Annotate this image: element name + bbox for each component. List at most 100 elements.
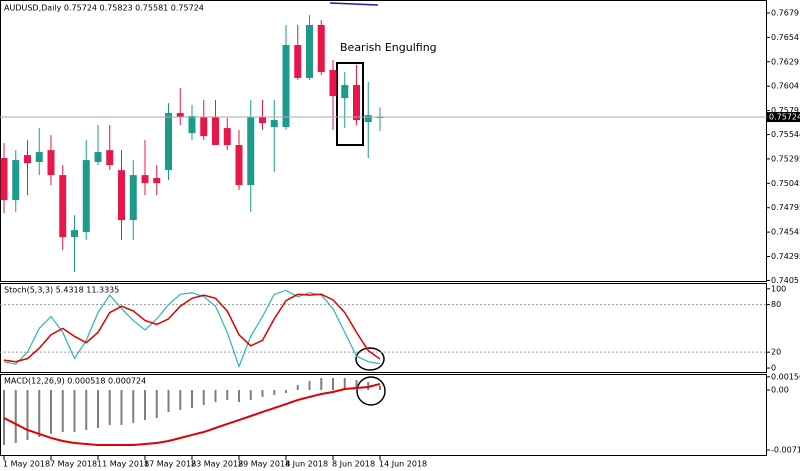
candle-body bbox=[94, 152, 102, 163]
y-tick-label: 0.74795 bbox=[771, 203, 800, 212]
histogram-bar bbox=[191, 390, 193, 409]
histogram-bar bbox=[14, 390, 17, 444]
price-label: 0.75724 bbox=[769, 113, 800, 122]
y-tick-label: 0.7604 bbox=[771, 82, 799, 91]
candle-body bbox=[24, 155, 31, 164]
histogram-bar bbox=[73, 390, 76, 433]
candle-body bbox=[129, 175, 137, 221]
y-tick-label: 0.7654 bbox=[771, 33, 799, 42]
histogram-bar bbox=[343, 378, 346, 391]
y-tick-label: 0.7629 bbox=[771, 57, 799, 66]
histogram-bar bbox=[108, 390, 111, 425]
y-tick-label: 0.00 bbox=[771, 386, 789, 395]
y-tick-label: 0.7679 bbox=[771, 8, 799, 17]
y-tick-label: 20 bbox=[771, 348, 781, 357]
histogram-bar bbox=[285, 390, 287, 394]
candle-body bbox=[306, 24, 313, 78]
candle-body bbox=[341, 85, 349, 99]
candle-body bbox=[188, 116, 196, 134]
x-tick-label: 1 May 2018 bbox=[3, 460, 50, 469]
y-tick-label: 100 bbox=[771, 284, 786, 293]
histogram-bar bbox=[249, 390, 252, 400]
candle-body bbox=[282, 44, 290, 128]
x-tick-label: 11 May 2018 bbox=[97, 460, 149, 469]
candle-body bbox=[353, 85, 360, 121]
macd-panel-frame bbox=[0, 374, 767, 456]
histogram-bar bbox=[85, 390, 88, 431]
histogram-bar bbox=[320, 378, 323, 391]
x-tick-label: 23 May 2018 bbox=[191, 460, 243, 469]
histogram-bar bbox=[3, 390, 5, 446]
macd-circle bbox=[356, 376, 386, 406]
candle-body bbox=[235, 145, 243, 186]
candle-body bbox=[200, 117, 208, 137]
candle-body bbox=[294, 44, 302, 78]
histogram-bar bbox=[155, 390, 158, 419]
candle-body bbox=[212, 117, 219, 146]
candle-body bbox=[364, 115, 372, 123]
y-tick-label: 0 bbox=[771, 364, 776, 373]
candle-body bbox=[118, 170, 125, 221]
x-tick-label: 4 Jun 2018 bbox=[285, 460, 328, 469]
y-tick-label: 0.75295 bbox=[771, 154, 800, 163]
trend-line bbox=[329, 2, 379, 6]
histogram-bar bbox=[238, 390, 240, 402]
histogram-bar bbox=[226, 390, 229, 400]
histogram-bar bbox=[120, 390, 123, 425]
stoch-panel-frame bbox=[0, 283, 767, 373]
candle-body bbox=[12, 160, 20, 201]
histogram-bar bbox=[61, 390, 64, 433]
histogram-bar bbox=[132, 390, 135, 423]
price-label-box bbox=[767, 112, 800, 123]
x-tick-label: 17 May 2018 bbox=[144, 460, 196, 469]
y-tick-label: 0.7405 bbox=[771, 276, 799, 285]
indicator-line bbox=[3, 293, 381, 363]
pattern-box bbox=[336, 62, 364, 146]
main-panel-frame bbox=[0, 0, 767, 282]
histogram-bar bbox=[379, 385, 381, 391]
candle-body bbox=[82, 160, 90, 233]
histogram-bar bbox=[50, 390, 52, 434]
histogram-bar bbox=[308, 381, 311, 391]
x-tick-label: 8 Jun 2018 bbox=[332, 460, 375, 469]
candle-body bbox=[0, 158, 8, 201]
x-tick-label: 14 Jun 2018 bbox=[379, 460, 427, 469]
candle-body bbox=[106, 150, 114, 166]
histogram-bar bbox=[261, 390, 264, 397]
histogram-bar bbox=[355, 380, 358, 391]
candle-body bbox=[247, 117, 255, 186]
histogram-bar bbox=[296, 384, 299, 391]
stoch-title: Stoch(5,3,3) 5.4318 11.3335 bbox=[4, 286, 119, 295]
candle-body bbox=[153, 178, 161, 184]
y-tick-label: 0.75544 bbox=[771, 130, 800, 139]
y-tick-label: 80 bbox=[771, 300, 781, 309]
histogram-bar bbox=[214, 390, 217, 402]
candle-body bbox=[59, 175, 67, 238]
y-tick-label: 0.7579 bbox=[771, 106, 799, 115]
signal-line bbox=[3, 382, 381, 447]
histogram-bar bbox=[273, 390, 276, 396]
histogram-bar bbox=[97, 390, 99, 428]
y-tick-label: 0.74295 bbox=[771, 252, 800, 261]
x-tick-label: 29 May 2018 bbox=[238, 460, 290, 469]
histogram-bar bbox=[38, 390, 41, 437]
histogram-bar bbox=[26, 390, 29, 440]
candle-body bbox=[71, 230, 78, 238]
candle-body bbox=[317, 24, 325, 73]
candle-body bbox=[259, 117, 266, 124]
candle-body bbox=[176, 113, 184, 118]
main-title: AUDUSD,Daily 0.75724 0.75823 0.75581 0.7… bbox=[4, 4, 204, 13]
y-tick-label: -0.007152 bbox=[771, 445, 800, 454]
y-tick-label: 0.001568 bbox=[771, 372, 800, 381]
candle-body bbox=[165, 113, 172, 171]
histogram-bar bbox=[144, 390, 146, 421]
histogram-bar bbox=[167, 390, 170, 412]
candle-body bbox=[35, 152, 43, 163]
histogram-bar bbox=[179, 390, 182, 410]
stoch-circle bbox=[355, 347, 385, 371]
x-tick-label: 7 May 2018 bbox=[50, 460, 97, 469]
annotation: Bearish Engulfing bbox=[340, 41, 437, 54]
macd-title: MACD(12,26,9) 0.000518 0.000724 bbox=[4, 377, 146, 386]
